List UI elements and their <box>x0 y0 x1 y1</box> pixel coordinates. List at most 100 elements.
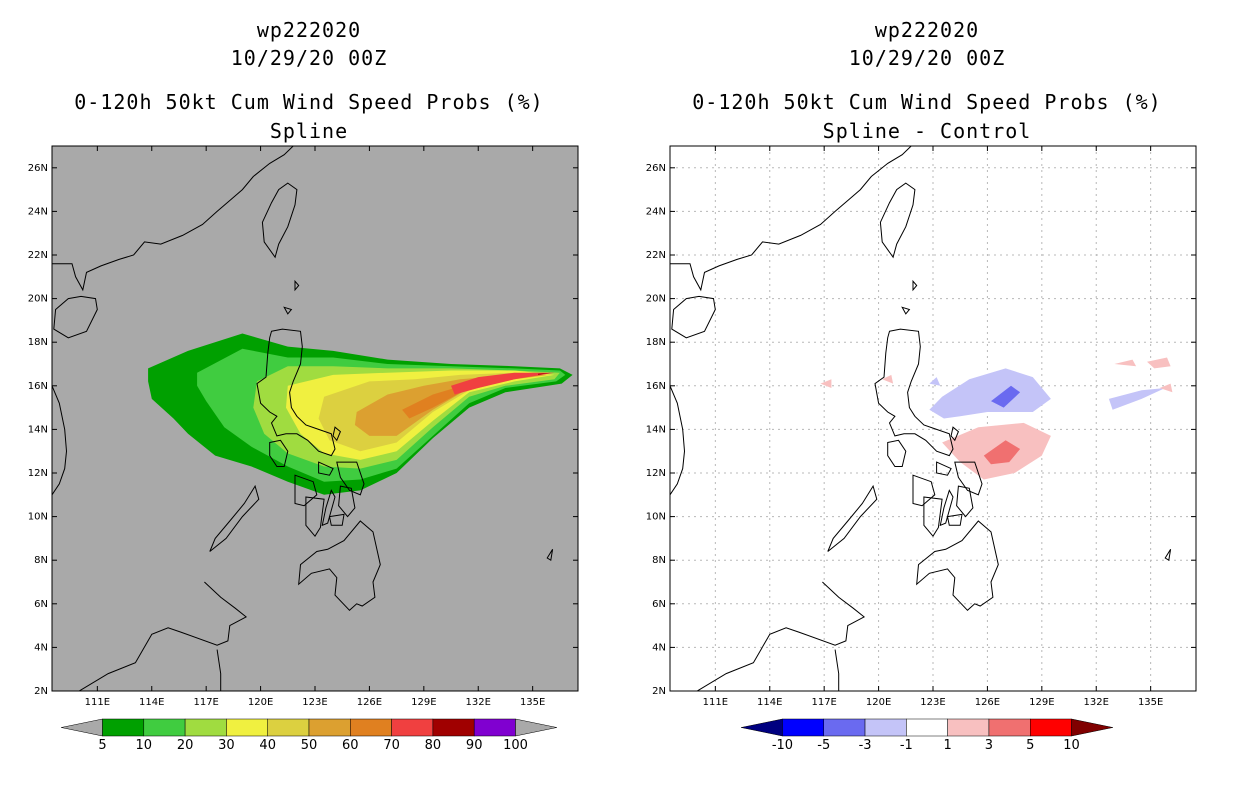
colorbar-label: -1 <box>900 738 913 753</box>
y-tick-label: 8N <box>652 555 666 566</box>
coastline-mindanao <box>298 520 381 611</box>
colorbar-segment <box>988 718 1031 737</box>
coastline-china <box>670 146 912 292</box>
contour-level-neg1 <box>929 368 1051 419</box>
x-tick-label: 135E <box>520 697 545 708</box>
colorbar-segment <box>1030 718 1072 737</box>
colorbar-label: 100 <box>503 738 528 753</box>
colorbar-segment <box>473 718 516 737</box>
x-tick-label: 126E <box>357 697 382 708</box>
colorbar-label: -5 <box>817 738 830 753</box>
y-tick-label: 22N <box>28 250 48 261</box>
colorbar: 5 10 20 30 40 50 60 70 80 90 100 <box>61 718 557 753</box>
colorbar-segment <box>864 718 907 737</box>
probability-map: 111E 114E 117E 120E 123E 126E 129E 132E 135E 2N 4N… <box>28 145 579 753</box>
colorbar-label: 10 <box>136 738 153 753</box>
y-tick-label: 14N <box>28 424 48 435</box>
coastline-babuyan <box>283 306 293 315</box>
y-tick-label: 26N <box>28 163 48 174</box>
coastline-samar <box>336 461 365 496</box>
coastline-panay <box>912 474 936 507</box>
coastline-palawan <box>827 484 878 552</box>
contour-level-70 <box>451 372 555 395</box>
coastline-borneo <box>78 581 248 691</box>
colorbar-label: 5 <box>1026 738 1034 753</box>
coastline-catanduanes <box>332 426 342 442</box>
y-tick-label: 2N <box>652 686 666 697</box>
colorbar-segment <box>432 718 475 737</box>
method-title: Spline <box>269 119 349 143</box>
x-tick-label: 117E <box>193 697 218 708</box>
x-tick-label: 120E <box>866 697 891 708</box>
coastline-leyte <box>956 485 974 518</box>
y-tick-label: 2N <box>34 686 48 697</box>
contour-level-neg1 <box>1108 388 1166 410</box>
coastline-catanduanes <box>950 426 960 442</box>
colorbar-segment <box>226 718 268 737</box>
left-chart-panel: wp222020 10/29/20 00Z 0-120h 50kt Cum Wi… <box>28 18 579 753</box>
x-tick-label: 120E <box>248 697 273 708</box>
coastline-marianas <box>546 549 554 562</box>
difference-map: 111E 114E 117E 120E 123E 126E 129E 132E 135E 2N 4N… <box>646 145 1197 753</box>
colorbar-segment <box>143 718 186 737</box>
right-chart-panel: wp222020 10/29/20 00Z 0-120h 50kt Cum Wi… <box>618 0 1236 800</box>
colorbar: -10 -5 -3 -1 1 3 5 10 <box>741 718 1113 753</box>
coastline-negros <box>923 496 943 538</box>
colorbar-label: -10 <box>772 738 793 753</box>
colorbar-label: 5 <box>98 738 106 753</box>
colorbar-segment <box>782 718 824 737</box>
y-tick-label: 24N <box>28 206 48 217</box>
method-title: Spline - Control <box>822 119 1032 143</box>
contour-level-1 <box>1159 383 1173 393</box>
colorbar-label: 50 <box>301 738 318 753</box>
y-tick-label: 24N <box>646 206 666 217</box>
x-tick-label: 135E <box>1138 697 1163 708</box>
contour-level-1 <box>820 379 832 388</box>
colorbar-segment <box>823 718 866 737</box>
product-title: 0-120h 50kt Cum Wind Speed Probs (%) <box>74 90 544 114</box>
coastline-mindoro <box>269 439 289 467</box>
contour-level-50 <box>354 374 548 436</box>
contour-level-1 <box>882 374 894 384</box>
coastline-masbate <box>318 461 334 476</box>
contour-level-80 <box>538 372 551 375</box>
colorbar-label: 80 <box>425 738 442 753</box>
x-tick-label: 129E <box>411 697 436 708</box>
x-tick-label: 123E <box>302 697 327 708</box>
coastline-samar <box>954 461 983 496</box>
y-tick-label: 10N <box>28 512 48 523</box>
contour-level-1 <box>1147 357 1171 369</box>
y-tick-label: 10N <box>646 512 666 523</box>
x-tick-label: 111E <box>703 697 728 708</box>
colorbar-left-triangle <box>741 718 783 737</box>
y-tick-label: 4N <box>652 642 666 653</box>
coastline-china <box>52 146 294 292</box>
colorbar-label: 60 <box>342 738 359 753</box>
colorbar-label: 30 <box>218 738 235 753</box>
contour-level-neg1 <box>929 377 941 386</box>
coastline-mindanao <box>916 520 999 611</box>
y-tick-label: 16N <box>28 381 48 392</box>
contour-level-neg3 <box>991 385 1021 408</box>
coastline-mindoro <box>887 439 907 467</box>
product-title: 0-120h 50kt Cum Wind Speed Probs (%) <box>692 90 1162 114</box>
contour-level-1 <box>1114 359 1137 367</box>
coastline-borneo <box>696 581 866 691</box>
colorbar-segment <box>350 718 392 737</box>
colorbar-label: 1 <box>944 738 952 753</box>
colorbar-right-triangle <box>515 718 557 737</box>
y-tick-label: 14N <box>646 424 666 435</box>
storm-id-title: wp222020 <box>256 18 362 42</box>
y-tick-label: 20N <box>646 294 666 305</box>
colorbar-left-triangle <box>61 718 103 737</box>
plot-content <box>52 146 573 691</box>
x-tick-label: 117E <box>811 697 836 708</box>
coastline-cebu <box>939 489 954 527</box>
coastline-leyte <box>338 485 356 518</box>
colorbar-segment <box>308 718 351 737</box>
coastline-negros <box>305 496 325 538</box>
coastline-masbate <box>936 461 952 476</box>
y-tick-label: 26N <box>646 163 666 174</box>
coastline-vietnam <box>670 385 686 496</box>
colorbar-label: 70 <box>383 738 400 753</box>
